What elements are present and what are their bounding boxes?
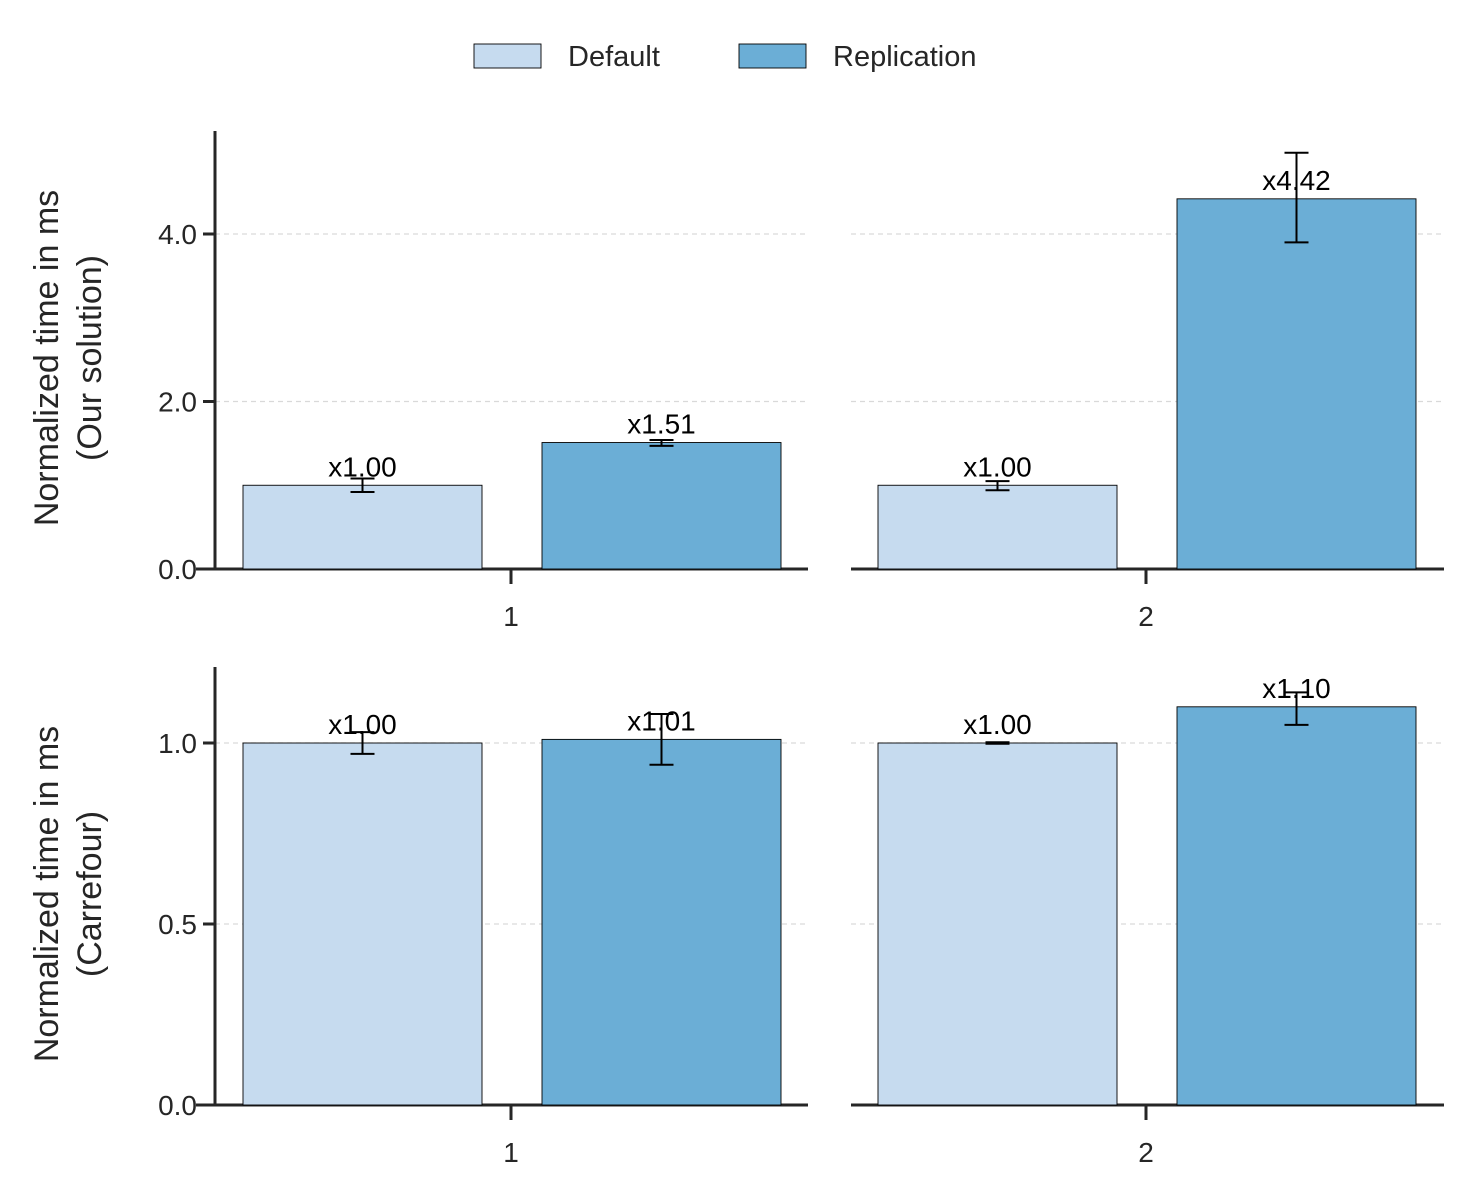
y-axis-label-row2: Normalized time in ms: [28, 726, 66, 1062]
bar-replication-row1-panel2: [1176, 198, 1417, 570]
y-tick-label-row1: 0.0: [158, 554, 197, 585]
bar-value-label-replication-row1-panel1: x1.51: [627, 409, 696, 440]
bar-value-label-replication-row1-panel2: x4.42: [1262, 165, 1331, 196]
y-tick-label-row2: 0.0: [158, 1090, 197, 1121]
bar-value-label-replication-row2-panel1: x1.01: [627, 705, 696, 736]
x-tick-label-row2-panel1: 1: [503, 1137, 519, 1168]
bar-value-label-default-row2-panel1: x1.00: [328, 709, 397, 740]
x-tick-label-row1-panel2: 2: [1138, 601, 1154, 632]
legend-swatch-default: [473, 43, 542, 69]
y-tick-label-row2: 1.0: [158, 728, 197, 759]
x-tick-label-row1-panel1: 1: [503, 601, 519, 632]
legend-label-default: Default: [568, 41, 660, 73]
bar-replication-row2-panel1: [541, 738, 782, 1106]
bar-default-row2-panel2: [877, 742, 1118, 1106]
bar-value-label-replication-row2-panel2: x1.10: [1262, 673, 1331, 704]
bar-value-label-default-row1-panel1: x1.00: [328, 451, 397, 482]
y-tick-label-row1: 4.0: [158, 219, 197, 250]
bar-value-label-default-row1-panel2: x1.00: [963, 451, 1032, 482]
y-tick-label-row2: 0.5: [158, 909, 197, 940]
bar-default-row1-panel2: [877, 484, 1118, 570]
y-axis-label-row2: (Carrefour): [71, 811, 109, 977]
y-axis-label-row1: Normalized time in ms: [28, 190, 66, 526]
bar-replication-row2-panel2: [1176, 706, 1417, 1106]
bar-replication-row1-panel1: [541, 442, 782, 570]
x-tick-label-row2-panel2: 2: [1138, 1137, 1154, 1168]
bar-default-row1-panel1: [242, 484, 483, 570]
bar-value-label-default-row2-panel2: x1.00: [963, 709, 1032, 740]
y-tick-label-row1: 2.0: [158, 387, 197, 418]
y-axis-label-row1: (Our solution): [71, 255, 109, 461]
bar-default-row2-panel1: [242, 742, 483, 1106]
legend-swatch-replication: [738, 43, 807, 69]
legend-label-replication: Replication: [833, 41, 976, 73]
